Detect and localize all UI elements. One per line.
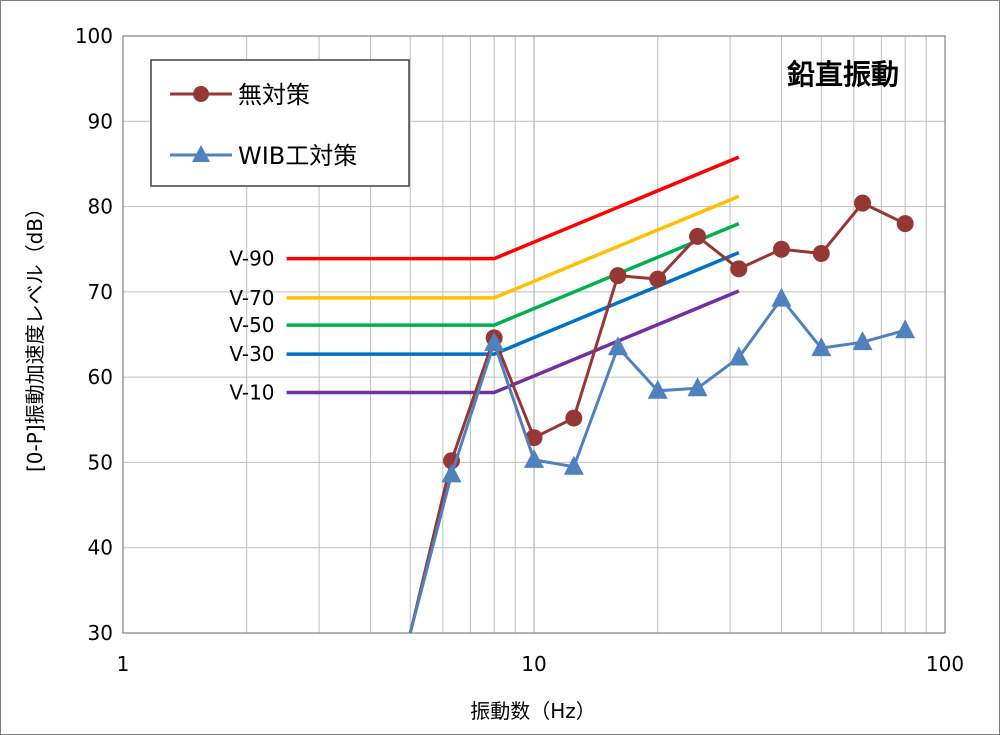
data-point bbox=[812, 244, 830, 262]
legend-label-series-2: WIB工対策 bbox=[238, 142, 357, 170]
data-series bbox=[408, 194, 916, 634]
reference-curve-v-70 bbox=[286, 194, 740, 300]
reference-curve-v-50 bbox=[286, 222, 740, 327]
data-point bbox=[609, 267, 627, 285]
reference-curve-label: V-10 bbox=[229, 380, 274, 404]
y-tick-label: 90 bbox=[88, 109, 113, 133]
data-point bbox=[896, 215, 914, 233]
x-tick-label: 10 bbox=[521, 652, 546, 676]
data-point bbox=[563, 455, 584, 475]
data-point bbox=[649, 270, 667, 288]
data-point bbox=[771, 287, 792, 307]
data-point bbox=[687, 377, 708, 397]
reference-curve-label: V-70 bbox=[229, 286, 274, 310]
data-point bbox=[852, 331, 873, 351]
reference-curve-label: V-30 bbox=[229, 342, 274, 366]
data-point bbox=[689, 227, 707, 245]
y-tick-label: 100 bbox=[75, 24, 113, 48]
legend-marker-series-2 bbox=[192, 145, 210, 162]
x-tick-label: 1 bbox=[117, 652, 130, 676]
data-point bbox=[730, 260, 748, 278]
data-point bbox=[811, 337, 832, 357]
y-tick-label: 70 bbox=[88, 280, 113, 304]
y-tick-label: 30 bbox=[88, 621, 113, 645]
x-tick-label: 100 bbox=[926, 652, 964, 676]
legend-label-series-1: 無対策 bbox=[238, 81, 310, 109]
data-point bbox=[895, 319, 916, 339]
data-point bbox=[728, 346, 749, 366]
chart-title: 鉛直振動 bbox=[787, 58, 899, 91]
data-point bbox=[772, 240, 790, 258]
y-tick-label: 60 bbox=[88, 365, 113, 389]
plot-area bbox=[122, 35, 946, 634]
data-point bbox=[854, 194, 872, 212]
reference-curve-v-30 bbox=[286, 251, 740, 356]
legend-box bbox=[150, 59, 410, 187]
y-axis-ticks: 30 40 50 60 70 80 90 100 bbox=[75, 24, 113, 645]
y-tick-label: 50 bbox=[88, 450, 113, 474]
y-tick-label: 40 bbox=[88, 536, 113, 560]
data-point bbox=[525, 429, 543, 447]
reference-curve-v-90 bbox=[286, 155, 740, 261]
reference-curve-label: V-50 bbox=[229, 313, 274, 337]
y-tick-label: 80 bbox=[88, 195, 113, 219]
data-point bbox=[565, 409, 583, 427]
legend-marker-series-1 bbox=[193, 86, 209, 102]
y-axis-title: [0-P]振動加速度レベル（dB） bbox=[23, 198, 47, 472]
data-point bbox=[441, 463, 462, 483]
legend: 無対策 WIB工対策 bbox=[150, 59, 410, 187]
data-point bbox=[484, 332, 505, 352]
series-2 bbox=[408, 287, 916, 634]
reference-curve-v-10 bbox=[286, 289, 740, 395]
data-point bbox=[524, 448, 544, 468]
x-axis-ticks: 1 10 100 bbox=[117, 652, 964, 676]
x-axis-title: 振動数（Hz） bbox=[470, 699, 596, 723]
data-point bbox=[647, 379, 668, 399]
series-1 bbox=[408, 194, 914, 634]
plot-border bbox=[122, 35, 946, 634]
data-point bbox=[607, 336, 628, 356]
reference-curves: V-90 V-70 V-50 V-30 V-10 bbox=[229, 155, 740, 404]
reference-curve-label: V-90 bbox=[229, 247, 274, 271]
